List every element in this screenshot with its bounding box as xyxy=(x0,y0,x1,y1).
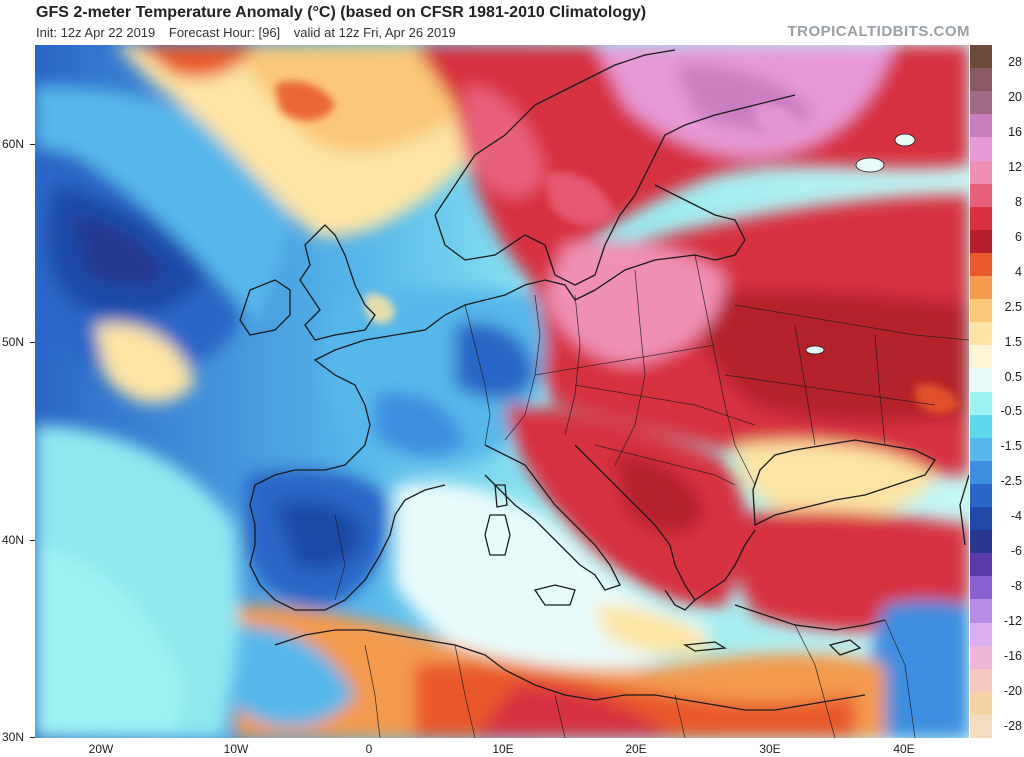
colorbar-labels: 28 20 16 12 8 6 4 2.5 1.5 0.5 -0.5 -1.5 -2.5 -4 -6 -8 -1… xyxy=(995,45,1024,738)
colorbar-label: 0.5 xyxy=(1004,369,1022,384)
colorbar-segment xyxy=(970,437,992,462)
colorbar-segment xyxy=(970,114,992,138)
colorbar-segment xyxy=(970,553,992,577)
lon-label-30e: 30E xyxy=(759,742,781,756)
brand-watermark: TROPICALTIDBITS.COM xyxy=(787,23,970,40)
colorbar-segment xyxy=(970,322,992,346)
colorbar-label: 12 xyxy=(1008,159,1022,174)
colorbar-segment xyxy=(970,160,992,185)
lon-label-0: 0 xyxy=(365,742,373,756)
colorbar-segment xyxy=(970,276,992,300)
map-canvas xyxy=(35,45,969,738)
colorbar-label: -20 xyxy=(1003,684,1022,699)
forecast-hour: Forecast Hour: [96] xyxy=(168,25,281,40)
lon-label-40e: 40E xyxy=(893,742,915,756)
colorbar-segment xyxy=(970,507,992,531)
lon-label-20w: 20W xyxy=(88,742,114,756)
colorbar-segment xyxy=(970,368,992,392)
colorbar-label: 28 xyxy=(1008,55,1022,69)
lon-label-10w: 10W xyxy=(223,742,249,756)
lat-label-50n: 50N xyxy=(2,335,25,349)
lon-label-20e: 20E xyxy=(625,742,647,756)
colorbar-label: 20 xyxy=(1008,89,1022,104)
lat-label-30n: 30N xyxy=(2,730,25,744)
colorbar-segment xyxy=(970,137,992,161)
coastlines xyxy=(239,49,969,711)
colorbar-label: 6 xyxy=(1015,229,1022,244)
colorbar-segment xyxy=(970,252,992,277)
colorbar-segment xyxy=(970,714,992,739)
anomaly-field xyxy=(35,45,969,738)
anomaly-map xyxy=(35,45,969,738)
colorbar-segment xyxy=(970,599,992,623)
colorbar-segment xyxy=(970,414,992,439)
colorbar-segment xyxy=(970,645,992,670)
colorbar-segment xyxy=(970,345,992,369)
lat-tick xyxy=(30,342,35,343)
init-time: Init: 12z Apr 22 2019 xyxy=(36,25,156,40)
colorbar-label: 1.5 xyxy=(1004,334,1022,349)
lat-label-40n: 40N xyxy=(2,533,25,547)
colorbar-segment xyxy=(970,576,992,600)
colorbar-segment xyxy=(970,91,992,115)
country-borders xyxy=(334,254,969,738)
colorbar-segment xyxy=(970,68,992,92)
colorbar-segment xyxy=(970,622,992,647)
anomaly-detail xyxy=(275,81,960,415)
valid-time: valid at 12z Fri, Apr 26 2019 xyxy=(293,25,456,40)
colorbar-label: 2.5 xyxy=(1004,299,1022,314)
lat-tick xyxy=(30,737,35,738)
colorbar-segment xyxy=(970,206,992,231)
colorbar-label: 8 xyxy=(1015,194,1022,209)
colorbar-label: -2.5 xyxy=(1000,474,1022,489)
colorbar-segment xyxy=(970,691,992,716)
colorbar-segment xyxy=(970,483,992,508)
colorbar-label: -12 xyxy=(1003,614,1022,629)
lat-label-60n: 60N xyxy=(2,137,25,151)
lon-label-10e: 10E xyxy=(492,742,514,756)
colorbar-segment xyxy=(970,668,992,693)
colorbar-label: -8 xyxy=(1010,579,1022,594)
colorbar xyxy=(970,45,992,739)
map-title: GFS 2-meter Temperature Anomaly (°C) (ba… xyxy=(36,4,647,21)
colorbar-segment xyxy=(970,391,992,416)
colorbar-label: -0.5 xyxy=(1000,404,1022,419)
colorbar-segment xyxy=(970,460,992,485)
colorbar-segment xyxy=(970,299,992,323)
colorbar-label: -1.5 xyxy=(1000,439,1022,454)
map-subtitle: Init: 12z Apr 22 2019 Forecast Hour: [96… xyxy=(36,25,466,40)
colorbar-segment xyxy=(970,530,992,554)
colorbar-segment xyxy=(970,45,992,69)
colorbar-label: -16 xyxy=(1003,649,1022,664)
colorbar-label: 4 xyxy=(1015,264,1022,279)
lakes xyxy=(805,133,916,355)
colorbar-segment xyxy=(970,229,992,254)
lat-tick xyxy=(30,144,35,145)
colorbar-label: -28 xyxy=(1003,719,1022,733)
colorbar-label: -4 xyxy=(1010,509,1022,524)
colorbar-label: -6 xyxy=(1010,544,1022,559)
colorbar-segment xyxy=(970,183,992,208)
colorbar-label: 16 xyxy=(1008,124,1022,139)
lat-tick xyxy=(30,540,35,541)
